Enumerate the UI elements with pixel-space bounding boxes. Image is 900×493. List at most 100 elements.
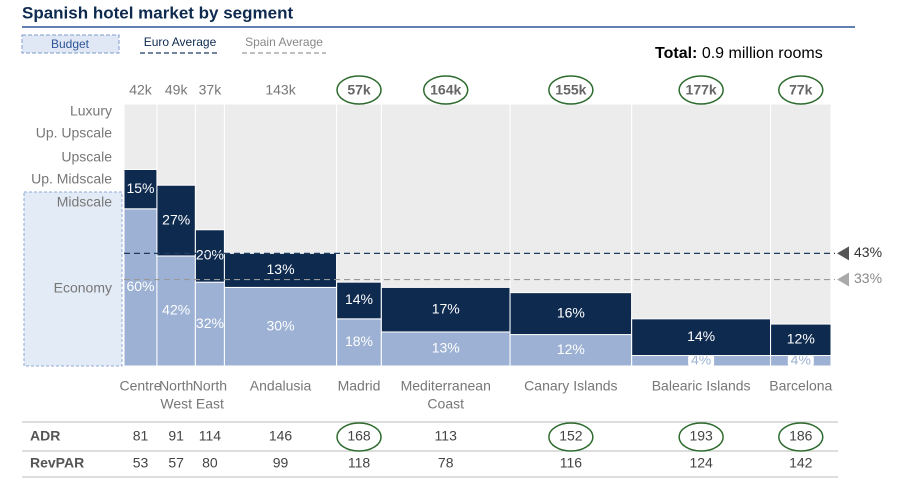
cell: 186 <box>789 428 813 444</box>
highlight-circle <box>422 75 469 105</box>
value-label: 18% <box>345 333 373 349</box>
x-tick-label: East <box>196 396 224 412</box>
segment <box>509 334 633 367</box>
value-label: 14% <box>687 328 715 344</box>
total-value: 0.9 million rooms <box>702 45 823 62</box>
segment-label: Upscale <box>61 149 112 165</box>
segment-label: Up. Upscale <box>36 125 112 141</box>
segment <box>336 318 382 367</box>
value-label: 12% <box>557 341 585 357</box>
column-background <box>770 103 832 367</box>
cell: 57 <box>168 455 184 471</box>
x-tick-label: Coast <box>427 396 464 412</box>
value-label: 17% <box>432 300 460 316</box>
cell: 113 <box>435 428 458 444</box>
x-tick-label: West <box>160 396 192 412</box>
highlight-circle <box>548 75 594 105</box>
segment <box>770 323 832 357</box>
segment-label: Luxury <box>70 103 112 119</box>
segment <box>380 331 511 367</box>
cell: 142 <box>789 455 813 471</box>
column-size: 164k <box>430 82 461 98</box>
x-tick-label: North <box>193 378 227 394</box>
highlight-circle <box>336 422 382 452</box>
segment-label: Up. Midscale <box>31 171 112 187</box>
cell: 146 <box>269 428 293 444</box>
value-label: 20% <box>196 247 224 263</box>
cell: 116 <box>560 455 583 471</box>
cell: 99 <box>273 455 289 471</box>
column-size: 49k <box>165 82 189 98</box>
value-label: 13% <box>432 340 460 356</box>
cell: 124 <box>689 455 713 471</box>
column-size: 177k <box>686 82 717 98</box>
segment-label: Economy <box>54 280 112 296</box>
reference-label: 43% <box>854 244 882 260</box>
cell: 78 <box>438 455 454 471</box>
x-tick-label: Barcelona <box>769 378 832 394</box>
row-label: RevPAR <box>30 455 84 471</box>
total-label: Total: <box>655 45 697 62</box>
column-size: 57k <box>347 82 371 98</box>
x-tick-label: Mediterranean <box>401 378 491 394</box>
legend-budget-box <box>21 34 120 54</box>
column-size: 42k <box>129 82 153 98</box>
value-label: 32% <box>196 315 224 331</box>
column-size: 155k <box>555 82 586 98</box>
cell: 81 <box>133 428 149 444</box>
column-size: 77k <box>789 82 813 98</box>
segment <box>631 318 772 357</box>
segment <box>223 286 338 367</box>
cell: 80 <box>202 455 218 471</box>
segment <box>156 184 196 257</box>
segment <box>123 169 158 210</box>
highlight-circle <box>678 422 724 452</box>
cell: 193 <box>689 428 713 444</box>
highlight-circle <box>678 75 724 105</box>
cell: 91 <box>168 428 184 444</box>
budget-box <box>23 191 123 367</box>
value-label: 27% <box>162 211 190 227</box>
value-label: 14% <box>345 291 373 307</box>
x-tick-label: Madrid <box>338 378 381 394</box>
total: Total: 0.9 million rooms <box>655 45 823 62</box>
column-size: 37k <box>199 82 223 98</box>
legend-label: Spain Average <box>245 35 323 49</box>
value-label: 12% <box>787 331 815 347</box>
x-tick-label: North <box>159 378 193 394</box>
cell: 168 <box>347 428 371 444</box>
segment <box>336 281 382 320</box>
value-label: 42% <box>162 302 190 318</box>
cell: 114 <box>199 428 222 444</box>
column-size: 143k <box>265 82 296 98</box>
legend-budget: Budget <box>51 37 90 51</box>
reference-arrow <box>837 246 849 261</box>
label-bg <box>787 353 814 368</box>
reference-arrow <box>837 272 849 287</box>
legend-label: Euro Average <box>144 35 217 49</box>
segment <box>223 252 338 288</box>
cell: 118 <box>348 455 371 471</box>
segment <box>194 281 225 367</box>
highlight-circle <box>778 422 824 452</box>
highlight-circle <box>548 422 594 452</box>
value-label: 13% <box>267 261 295 277</box>
segment <box>380 286 511 333</box>
segment-label: Midscale <box>57 194 112 210</box>
x-tick-label: Balearic Islands <box>652 378 751 394</box>
chart-title: Spanish hotel market by segment <box>22 3 293 22</box>
value-label: 15% <box>126 180 154 196</box>
label-bg <box>688 353 715 368</box>
x-tick-label: Centre <box>119 378 161 394</box>
value-label: 60% <box>126 278 154 294</box>
x-tick-label: Andalusia <box>250 378 312 394</box>
row-label: ADR <box>30 428 60 444</box>
highlight-circle <box>778 75 824 105</box>
x-tick-label: Canary Islands <box>524 378 617 394</box>
value-label: 30% <box>267 317 295 333</box>
highlight-circle <box>336 75 382 105</box>
reference-label: 33% <box>854 270 882 286</box>
cell: 152 <box>559 428 583 444</box>
value-label: 16% <box>557 304 585 320</box>
